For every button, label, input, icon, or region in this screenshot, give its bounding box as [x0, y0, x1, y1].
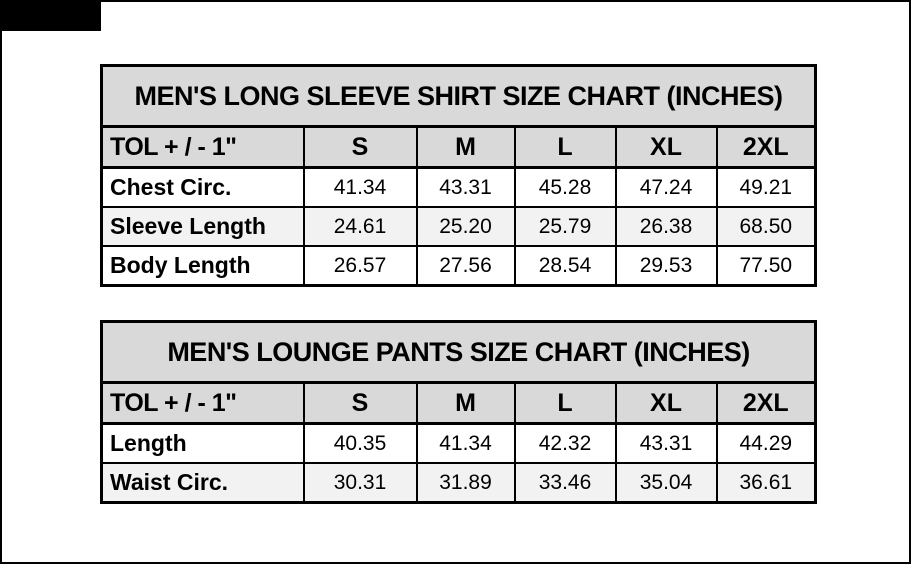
size-value: 27.56: [415, 245, 516, 287]
size-value: 49.21: [715, 166, 817, 208]
size-value: 25.20: [415, 206, 516, 247]
size-value: 29.53: [614, 245, 718, 287]
table-row-sleeve-length: Sleeve Length 24.61 25.20 25.79 26.38 68…: [100, 206, 817, 247]
shirt-size-table: MEN'S LONG SLEEVE SHIRT SIZE CHART (INCH…: [100, 64, 818, 287]
table-row-waist-circ: Waist Circ. 30.31 31.89 33.46 35.04 36.6…: [100, 462, 817, 504]
row-label: Waist Circ.: [100, 462, 305, 504]
size-column-header-xl: XL: [614, 125, 718, 169]
size-value: 26.57: [302, 245, 418, 287]
size-value: 44.29: [715, 422, 817, 464]
row-label: Sleeve Length: [100, 206, 305, 247]
size-value: 24.61: [302, 206, 418, 247]
size-value: 42.32: [513, 422, 617, 464]
pants-size-table: MEN'S LOUNGE PANTS SIZE CHART (INCHES) T…: [100, 320, 818, 504]
size-value: 33.46: [513, 462, 617, 504]
tolerance-header: TOL + / - 1": [100, 125, 305, 169]
row-label: Chest Circ.: [100, 166, 305, 208]
size-column-header-l: L: [513, 125, 617, 169]
size-column-header-2xl: 2XL: [715, 381, 817, 425]
size-value: 35.04: [614, 462, 718, 504]
size-value: 31.89: [415, 462, 516, 504]
redaction-box: [2, 2, 101, 31]
size-value: 68.50: [715, 206, 817, 247]
size-value: 40.35: [302, 422, 418, 464]
size-value: 36.61: [715, 462, 817, 504]
size-column-header-s: S: [302, 125, 418, 169]
size-value: 77.50: [715, 245, 817, 287]
size-value: 45.28: [513, 166, 617, 208]
size-value: 41.34: [415, 422, 516, 464]
table-row-length: Length 40.35 41.34 42.32 43.31 44.29: [100, 422, 817, 464]
pants-table-title: MEN'S LOUNGE PANTS SIZE CHART (INCHES): [100, 320, 817, 384]
size-value: 25.79: [513, 206, 617, 247]
table-row-chest-circ: Chest Circ. 41.34 43.31 45.28 47.24 49.2…: [100, 166, 817, 208]
size-value: 43.31: [614, 422, 718, 464]
size-column-header-xl: XL: [614, 381, 718, 425]
size-value: 47.24: [614, 166, 718, 208]
size-column-header-m: M: [415, 381, 516, 425]
row-label: Length: [100, 422, 305, 464]
size-column-header-m: M: [415, 125, 516, 169]
size-value: 28.54: [513, 245, 617, 287]
size-value: 30.31: [302, 462, 418, 504]
size-value: 43.31: [415, 166, 516, 208]
size-value: 41.34: [302, 166, 418, 208]
size-column-header-s: S: [302, 381, 418, 425]
size-column-header-2xl: 2XL: [715, 125, 817, 169]
tolerance-header: TOL + / - 1": [100, 381, 305, 425]
size-value: 26.38: [614, 206, 718, 247]
shirt-table-title: MEN'S LONG SLEEVE SHIRT SIZE CHART (INCH…: [100, 64, 817, 128]
row-label: Body Length: [100, 245, 305, 287]
table-row-body-length: Body Length 26.57 27.56 28.54 29.53 77.5…: [100, 245, 817, 287]
size-column-header-l: L: [513, 381, 617, 425]
